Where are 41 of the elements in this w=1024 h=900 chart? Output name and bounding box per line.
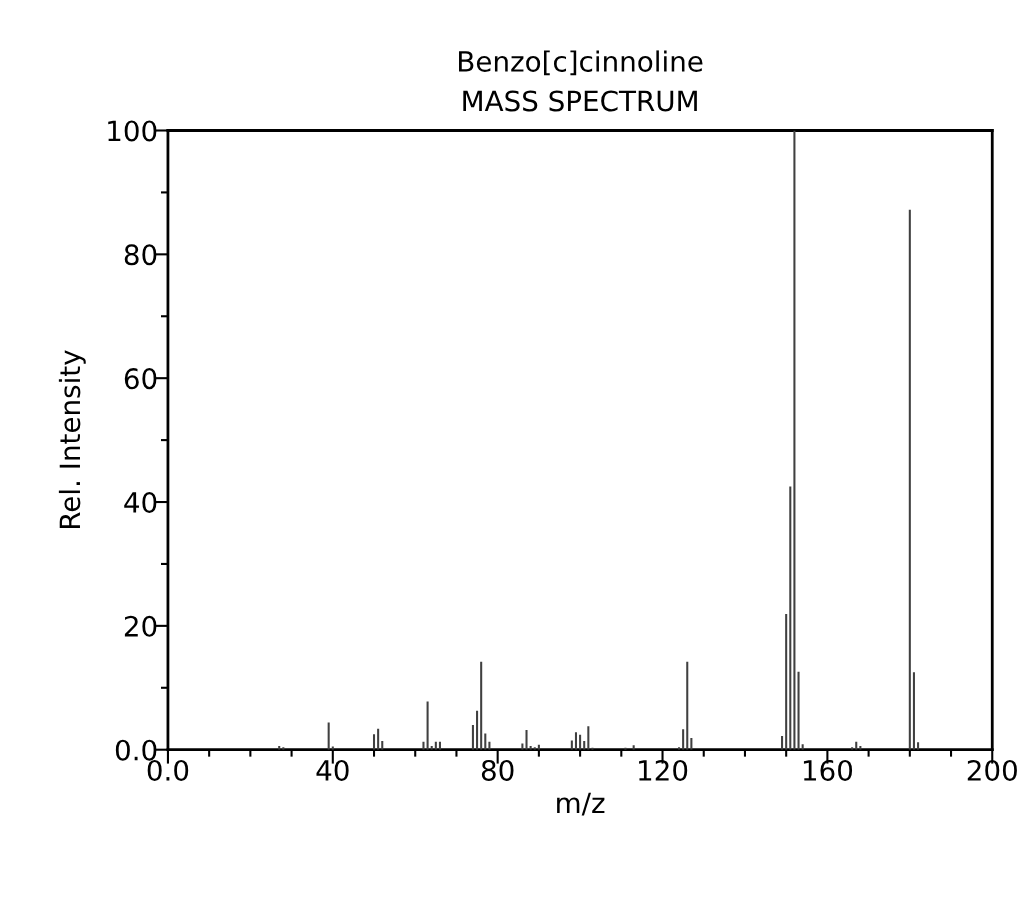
bar [801,744,804,750]
bar [525,729,528,750]
bar [682,729,685,750]
y-tick-label: 0.0 [115,739,157,761]
bar [912,672,915,750]
bar [686,661,689,750]
bar [372,734,376,750]
bar [426,701,429,750]
bar [917,742,920,750]
bar [785,614,788,750]
bar [570,740,573,750]
y-tick-label: 100 [108,120,157,142]
bar [476,710,479,750]
bar [574,732,577,750]
bar [377,728,380,750]
x-tick-label: 80 [481,759,514,781]
bar [793,130,796,750]
bar [797,671,800,750]
x-tick-label: 0.0 [147,759,189,781]
bar [781,736,784,750]
bar [579,734,582,750]
bar [789,486,792,750]
y-tick-label: 80 [124,244,157,266]
bar [690,737,693,750]
chart-title: Benzo[c]cinnoline MASS SPECTRUM [459,50,703,112]
bar [484,733,487,750]
y-axis-title: Rel. Intensity [58,350,86,529]
x-tick-label: 160 [803,759,853,781]
bar [327,722,330,750]
x-axis-title: m/z [557,792,605,816]
x-tick-label: 120 [639,759,688,781]
bar [587,726,590,750]
bar [471,724,474,750]
bar [422,741,425,750]
x-tick-label: 40 [316,759,349,781]
x-tick-label: 200 [967,759,1017,781]
y-tick-label: 60 [124,368,157,390]
bar [908,209,911,750]
y-tick-label: 40 [124,491,157,513]
y-tick-label: 20 [124,615,157,637]
bar [480,661,483,750]
